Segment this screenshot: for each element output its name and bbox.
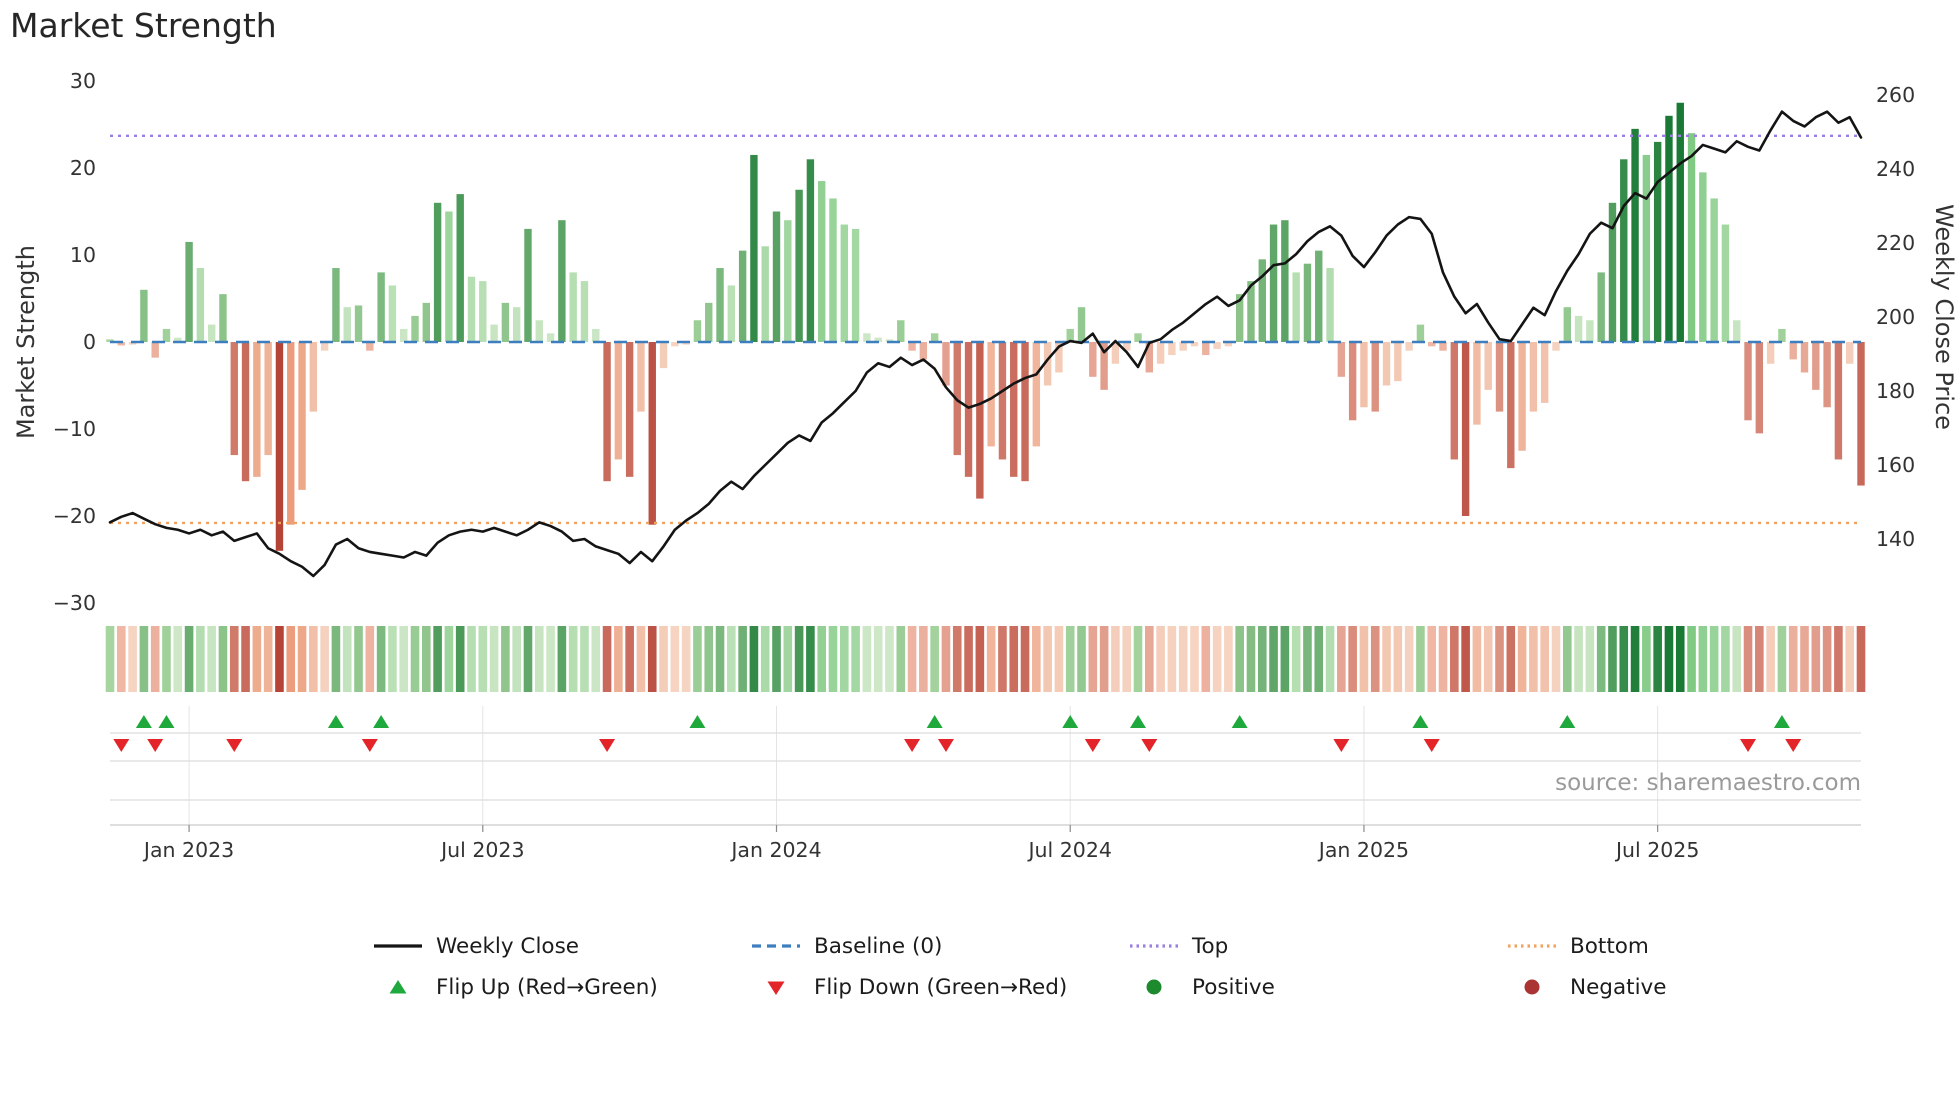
lower-panel-gridlines (110, 706, 1861, 832)
flip-up-markers (135, 715, 1790, 728)
top-line-swatch (1130, 944, 1178, 948)
svg-text:−10: −10 (53, 417, 96, 441)
source-attribution: source: sharemaestro.com (1555, 770, 1861, 796)
svg-text:−20: −20 (53, 504, 96, 528)
svg-text:Jul 2024: Jul 2024 (1027, 838, 1112, 862)
svg-text:200: 200 (1876, 305, 1915, 329)
legend-label-positive: Positive (1192, 974, 1275, 1000)
legend-label-negative: Negative (1570, 974, 1667, 1000)
svg-text:10: 10 (70, 243, 96, 267)
legend-item-flip-up: Flip Up (Red→Green) (372, 974, 750, 1000)
svg-text:160: 160 (1876, 453, 1915, 477)
legend-item-positive: Positive (1128, 974, 1506, 1000)
legend-item-flip-down: Flip Down (Green→Red) (750, 974, 1128, 1000)
right-axis-ticks: 260 240 220 200 180 160 140 (1876, 83, 1915, 551)
svg-text:Jul 2023: Jul 2023 (439, 838, 524, 862)
legend-label-top: Top (1192, 933, 1229, 959)
svg-text:240: 240 (1876, 157, 1915, 181)
legend-item-top: Top (1128, 933, 1506, 959)
baseline-line-swatch (752, 944, 800, 948)
legend: Weekly Close Baseline (0) Top Bottom Fli… (372, 933, 1884, 1000)
legend-label-bottom: Bottom (1570, 933, 1649, 959)
chart-canvas: 30 20 10 0 −10 −20 −30 260 240 220 200 180 160 140 Jan… (53, 69, 1915, 862)
svg-text:220: 220 (1876, 231, 1915, 255)
svg-text:0: 0 (83, 330, 96, 354)
bottom-line-swatch (1508, 944, 1556, 948)
left-axis-label: Market Strength (12, 245, 40, 439)
legend-label-flip-up: Flip Up (Red→Green) (436, 974, 658, 1000)
svg-text:30: 30 (70, 69, 96, 93)
chart-title: Market Strength (10, 6, 277, 45)
right-axis-label: Weekly Close Price (1930, 204, 1958, 430)
legend-label-weekly-close: Weekly Close (436, 933, 580, 959)
svg-text:Jul 2025: Jul 2025 (1614, 838, 1699, 862)
legend-label-flip-down: Flip Down (Green→Red) (814, 974, 1068, 1000)
svg-text:180: 180 (1876, 379, 1915, 403)
negative-dot-icon (1524, 979, 1540, 995)
svg-text:Jan 2023: Jan 2023 (142, 838, 234, 862)
weekly-close-line-swatch (374, 944, 422, 948)
legend-item-baseline: Baseline (0) (750, 933, 1128, 959)
flip-down-markers (113, 739, 1802, 752)
legend-item-negative: Negative (1506, 974, 1884, 1000)
svg-text:260: 260 (1876, 83, 1915, 107)
svg-text:20: 20 (70, 156, 96, 180)
left-axis-ticks: 30 20 10 0 −10 −20 −30 (53, 69, 96, 615)
flip-down-triangle-icon (767, 981, 785, 995)
legend-item-bottom: Bottom (1506, 933, 1884, 959)
x-axis-tick-labels: Jan 2023 Jul 2023 Jan 2024 Jul 2024 Jan 2025… (142, 838, 1699, 862)
legend-item-weekly-close: Weekly Close (372, 933, 750, 959)
strength-heatmap-strip (105, 626, 1866, 692)
svg-text:Jan 2024: Jan 2024 (729, 838, 821, 862)
svg-text:−30: −30 (53, 591, 96, 615)
strength-bars (106, 102, 1865, 551)
legend-label-baseline: Baseline (0) (814, 933, 943, 959)
weekly-close-line (108, 110, 1863, 578)
positive-dot-icon (1146, 979, 1162, 995)
flip-up-triangle-icon (389, 980, 407, 994)
svg-text:Jan 2025: Jan 2025 (1317, 838, 1409, 862)
svg-text:140: 140 (1876, 527, 1915, 551)
